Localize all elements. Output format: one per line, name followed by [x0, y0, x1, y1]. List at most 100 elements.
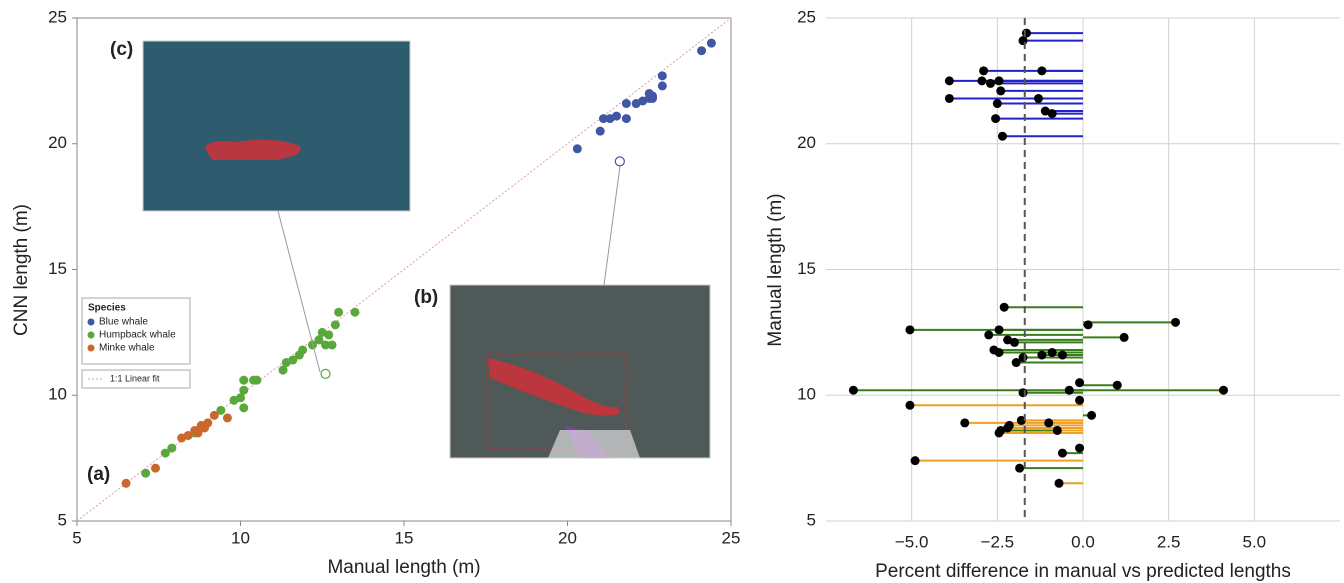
x-tick-label: −5.0: [895, 532, 929, 551]
legend-label: Humpback whale: [99, 330, 176, 341]
data-point: [994, 347, 1004, 357]
x-tick-label: 5.0: [1243, 532, 1267, 551]
data-point: [1003, 423, 1013, 433]
data-point: [657, 81, 667, 91]
x-tick-label: 5: [72, 528, 81, 547]
x-axis-label: Percent difference in manual vs predicte…: [875, 561, 1291, 582]
data-point: [1037, 66, 1047, 76]
data-point: [994, 428, 1004, 438]
data-point: [209, 410, 219, 420]
data-point: [994, 325, 1004, 335]
x-tick-label: 15: [395, 528, 414, 547]
data-point: [324, 330, 334, 340]
data-point: [997, 131, 1007, 141]
data-point: [598, 114, 608, 124]
data-point: [327, 340, 337, 350]
data-point: [1054, 478, 1064, 488]
data-point: [1218, 385, 1228, 395]
legend-label: Minke whale: [99, 343, 155, 354]
y-tick-label: 15: [797, 259, 816, 278]
data-point: [160, 448, 170, 458]
data-point: [996, 86, 1006, 96]
data-point: [985, 78, 995, 88]
data-point: [979, 66, 989, 76]
inset-photo-c: [142, 40, 411, 373]
data-point: [1112, 380, 1122, 390]
data-point: [288, 355, 298, 365]
data-point: [1075, 443, 1085, 453]
data-point: [1037, 350, 1047, 360]
data-point: [1040, 106, 1050, 116]
y-axis-label: Manual length (m): [765, 193, 786, 346]
data-point: [1018, 36, 1028, 46]
data-point: [141, 468, 151, 478]
x-axis-label: Manual length (m): [327, 557, 480, 578]
data-point: [1016, 415, 1026, 425]
inset-photo-b: [449, 165, 711, 459]
data-point: [236, 393, 245, 403]
x-tick-label: 20: [558, 528, 577, 547]
data-point: [350, 307, 360, 317]
data-point: [1057, 448, 1067, 458]
data-point: [167, 443, 177, 453]
data-point: [621, 114, 631, 124]
data-point: [1119, 332, 1129, 342]
annotation: (c): [110, 39, 133, 60]
data-point: [1083, 320, 1093, 330]
data-point: [1044, 418, 1054, 428]
data-point: [1075, 378, 1085, 388]
data-point: [239, 375, 249, 385]
data-point: [960, 418, 970, 428]
data-point: [905, 325, 915, 335]
data-point: [1047, 347, 1057, 357]
data-point: [1087, 410, 1097, 420]
data-point: [706, 38, 716, 48]
data-point: [334, 307, 344, 317]
data-point: [1052, 425, 1062, 435]
data-point: [203, 418, 213, 428]
data-point: [320, 368, 331, 379]
y-tick-label: 25: [797, 7, 816, 26]
data-point: [183, 430, 193, 440]
data-point: [910, 456, 920, 466]
data-point: [991, 114, 1001, 124]
data-point: [944, 93, 954, 103]
data-point: [999, 302, 1009, 312]
legend: Species Blue whale Humpback whale Minke wh…: [81, 297, 191, 389]
data-point: [1015, 463, 1025, 473]
y-tick-label: 25: [48, 7, 67, 26]
data-point: [1018, 388, 1028, 398]
data-point: [612, 111, 622, 121]
data-point: [1064, 385, 1074, 395]
legend-title: Species: [88, 303, 126, 314]
y-tick-label: 5: [58, 510, 67, 529]
data-point: [330, 320, 340, 330]
y-tick-label: 10: [797, 385, 816, 404]
data-point: [905, 400, 915, 410]
y-tick-label: 10: [48, 385, 67, 404]
data-point: [314, 335, 324, 345]
y-tick-label: 15: [48, 259, 67, 278]
data-point: [193, 428, 203, 438]
data-point: [239, 385, 249, 395]
data-point: [278, 365, 288, 375]
data-point: [216, 405, 226, 415]
data-point: [1009, 337, 1019, 347]
data-point: [944, 76, 954, 86]
data-point: [977, 76, 987, 86]
x-tick-label: −2.5: [981, 532, 1015, 551]
data-point: [321, 340, 331, 350]
x-tick-label: 0.0: [1071, 532, 1095, 551]
legend-marker: [87, 331, 95, 339]
data-point: [984, 330, 994, 340]
data-point: [1171, 317, 1181, 327]
data-point: [697, 46, 707, 56]
data-point: [1011, 358, 1021, 368]
data-point: [572, 144, 582, 154]
data-point: [1047, 109, 1057, 119]
annotation: (b): [414, 287, 438, 308]
data-point: [1033, 93, 1043, 103]
data-point: [994, 76, 1004, 86]
data-point: [595, 126, 605, 136]
